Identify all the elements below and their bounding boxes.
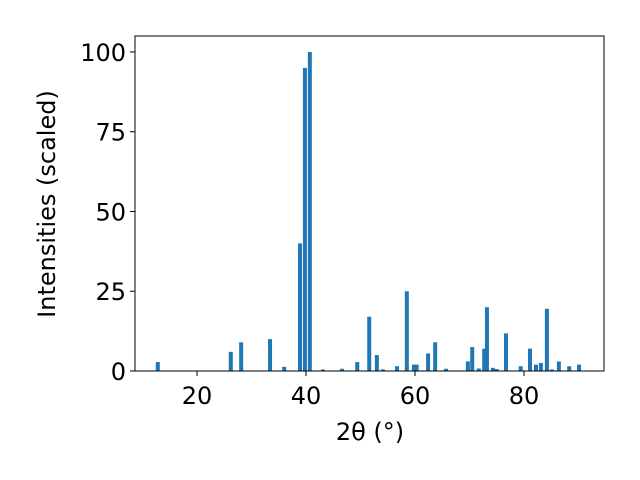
bar <box>482 348 487 371</box>
bar <box>282 366 287 371</box>
bar <box>476 368 481 371</box>
bar <box>494 369 499 371</box>
bar <box>577 364 582 371</box>
bar <box>426 353 431 371</box>
bar <box>298 243 303 371</box>
bar <box>465 361 470 371</box>
x-tick-label: 40 <box>291 382 322 410</box>
x-tick-label: 20 <box>182 382 213 410</box>
y-axis-label: Intensities (scaled) <box>33 90 61 318</box>
y-tick-label: 50 <box>95 198 126 226</box>
bar <box>155 362 160 371</box>
bar <box>367 316 372 371</box>
y-tick-label: 25 <box>95 278 126 306</box>
bar <box>556 361 561 371</box>
bar <box>374 355 379 371</box>
bar <box>339 368 344 371</box>
bar <box>444 368 449 371</box>
y-tick-label: 0 <box>111 358 126 386</box>
bar <box>239 342 244 371</box>
bar <box>484 307 489 371</box>
bar <box>355 362 360 371</box>
bar <box>395 366 400 371</box>
bar <box>527 348 532 371</box>
x-tick-label: 60 <box>400 382 431 410</box>
bar <box>302 67 307 372</box>
bar <box>404 291 409 371</box>
bar <box>490 367 495 371</box>
x-tick-label: 80 <box>509 382 540 410</box>
bar <box>567 366 572 371</box>
bar <box>518 366 523 371</box>
bar <box>380 369 385 371</box>
bar <box>411 364 416 371</box>
bar <box>504 333 509 371</box>
y-tick-label: 100 <box>80 39 126 67</box>
bar <box>433 342 438 371</box>
bar <box>414 364 419 371</box>
bar <box>470 347 475 371</box>
bar <box>268 339 273 371</box>
bar <box>228 351 233 371</box>
bar <box>544 308 549 371</box>
x-axis-label: 2θ (°) <box>336 418 404 446</box>
bar <box>549 369 554 371</box>
bar <box>538 363 543 371</box>
y-tick-label: 75 <box>95 119 126 147</box>
bar <box>307 51 312 371</box>
plot-frame <box>134 35 605 372</box>
bar <box>320 369 325 371</box>
bar <box>533 364 538 371</box>
